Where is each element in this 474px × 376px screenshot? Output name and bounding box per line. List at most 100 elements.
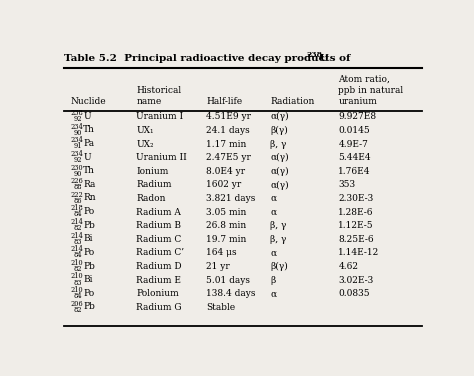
Text: 24.1 days: 24.1 days [206, 126, 250, 135]
Text: 222: 222 [70, 191, 83, 199]
Text: Polonium: Polonium [137, 289, 179, 298]
Text: 214: 214 [70, 245, 83, 253]
Text: 234: 234 [70, 123, 83, 131]
Text: 206: 206 [70, 300, 83, 308]
Text: 86: 86 [74, 197, 82, 205]
Text: 218: 218 [70, 205, 83, 212]
Text: Po: Po [83, 207, 94, 216]
Text: 92: 92 [74, 115, 82, 123]
Text: α(γ): α(γ) [271, 167, 289, 176]
Text: Radium: Radium [137, 180, 172, 190]
Text: Pb: Pb [83, 221, 95, 230]
Text: 1.17 min: 1.17 min [206, 139, 246, 149]
Text: Atom ratio,: Atom ratio, [338, 75, 390, 84]
Text: 82: 82 [74, 265, 82, 273]
Text: Radium E: Radium E [137, 276, 182, 285]
Text: 210: 210 [70, 273, 83, 280]
Text: Radium A: Radium A [137, 208, 181, 217]
Text: ppb in natural: ppb in natural [338, 86, 403, 95]
Text: 0.0145: 0.0145 [338, 126, 370, 135]
Text: 210: 210 [70, 286, 83, 294]
Text: 5.44E4: 5.44E4 [338, 153, 371, 162]
Text: 91: 91 [74, 143, 82, 150]
Text: 2.30E-3: 2.30E-3 [338, 194, 374, 203]
Text: Rn: Rn [83, 194, 96, 203]
Text: α: α [271, 208, 277, 217]
Text: 9.927E8: 9.927E8 [338, 112, 376, 121]
Text: Radium G: Radium G [137, 303, 182, 312]
Text: 1.28E-6: 1.28E-6 [338, 208, 374, 217]
Text: 90: 90 [74, 170, 82, 178]
Text: 84: 84 [74, 292, 82, 300]
Text: α: α [271, 249, 277, 258]
Text: Pb: Pb [83, 262, 95, 270]
Text: Radium D: Radium D [137, 262, 182, 271]
Text: 238: 238 [306, 51, 322, 59]
Text: Uranium I: Uranium I [137, 112, 183, 121]
Text: U: U [83, 112, 91, 121]
Text: Th: Th [83, 166, 95, 175]
Text: uranium: uranium [338, 97, 377, 106]
Text: 4.9E-7: 4.9E-7 [338, 139, 368, 149]
Text: Ra: Ra [83, 180, 95, 189]
Text: 138.4 days: 138.4 days [206, 289, 255, 298]
Text: 1.12E-5: 1.12E-5 [338, 221, 374, 230]
Text: Po: Po [83, 248, 94, 257]
Text: 84: 84 [74, 211, 82, 218]
Text: 83: 83 [74, 238, 82, 246]
Text: 353: 353 [338, 180, 356, 190]
Text: 90: 90 [74, 129, 82, 137]
Text: 3.02E-3: 3.02E-3 [338, 276, 374, 285]
Text: Pb: Pb [83, 302, 95, 311]
Text: 83: 83 [74, 279, 82, 287]
Text: Ionium: Ionium [137, 167, 169, 176]
Text: 214: 214 [70, 218, 83, 226]
Text: 1.76E4: 1.76E4 [338, 167, 371, 176]
Text: 82: 82 [74, 306, 82, 314]
Text: β(γ): β(γ) [271, 262, 288, 271]
Text: Po: Po [83, 289, 94, 298]
Text: 8.0E4 yr: 8.0E4 yr [206, 167, 246, 176]
Text: 1.14E-12: 1.14E-12 [338, 249, 380, 258]
Text: 3.05 min: 3.05 min [206, 208, 246, 217]
Text: Radon: Radon [137, 194, 166, 203]
Text: α(γ): α(γ) [271, 180, 289, 190]
Text: 8.25E-6: 8.25E-6 [338, 235, 374, 244]
Text: U: U [83, 153, 91, 162]
Text: 92: 92 [74, 156, 82, 164]
Text: 214: 214 [70, 232, 83, 240]
Text: UX₁: UX₁ [137, 126, 154, 135]
Text: Radiation: Radiation [271, 97, 315, 106]
Text: β: β [271, 276, 276, 285]
Text: 5.01 days: 5.01 days [206, 276, 250, 285]
Text: 2.47E5 yr: 2.47E5 yr [206, 153, 251, 162]
Text: 88: 88 [74, 183, 82, 191]
Text: 21 yr: 21 yr [206, 262, 230, 271]
Text: Pa: Pa [83, 139, 94, 148]
Text: 26.8 min: 26.8 min [206, 221, 246, 230]
Text: β, γ: β, γ [271, 139, 287, 149]
Text: name: name [137, 97, 162, 106]
Text: 164 μs: 164 μs [206, 249, 237, 258]
Text: Half-life: Half-life [206, 97, 242, 106]
Text: 4.62: 4.62 [338, 262, 358, 271]
Text: Historical: Historical [137, 86, 182, 95]
Text: Uranium II: Uranium II [137, 153, 187, 162]
Text: α(γ): α(γ) [271, 153, 289, 162]
Text: β, γ: β, γ [271, 221, 287, 230]
Text: Radium C: Radium C [137, 235, 182, 244]
Text: 84: 84 [74, 251, 82, 259]
Text: Bi: Bi [83, 275, 92, 284]
Text: 19.7 min: 19.7 min [206, 235, 246, 244]
Text: Table 5.2  Principal radioactive decay products of: Table 5.2 Principal radioactive decay pr… [64, 55, 350, 64]
Text: 230: 230 [70, 164, 83, 171]
Text: Th: Th [83, 126, 95, 135]
Text: 226: 226 [70, 177, 83, 185]
Text: 234: 234 [70, 136, 83, 144]
Text: 238: 238 [70, 109, 83, 117]
Text: Nuclide: Nuclide [70, 97, 106, 106]
Text: Stable: Stable [206, 303, 235, 312]
Text: UX₂: UX₂ [137, 139, 154, 149]
Text: β(γ): β(γ) [271, 126, 288, 135]
Text: 1602 yr: 1602 yr [206, 180, 241, 190]
